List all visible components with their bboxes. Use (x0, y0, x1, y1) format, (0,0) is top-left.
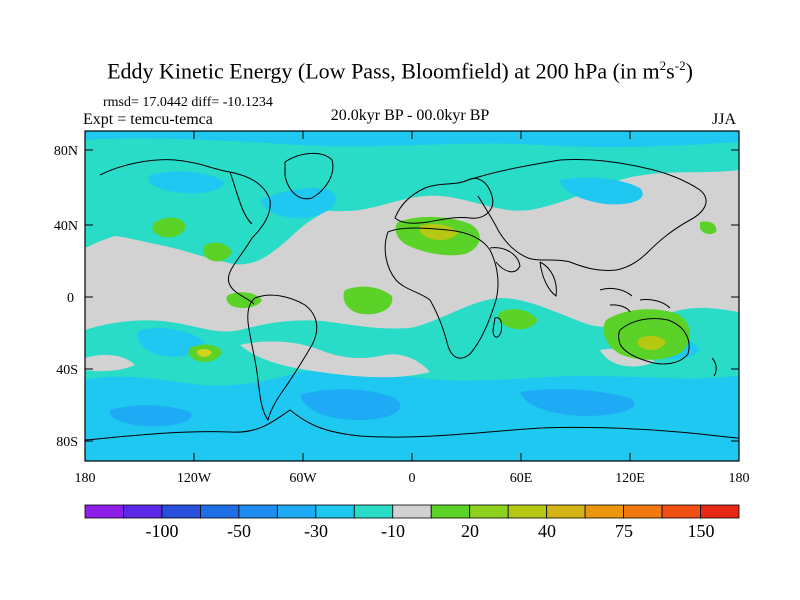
colorbar-cell (700, 504, 740, 519)
colorbar-cell (161, 504, 201, 519)
colorbar-label: 40 (538, 521, 556, 541)
colorbar-label: -10 (381, 521, 405, 541)
colorbar-cell (661, 504, 701, 519)
colorbar-cell (392, 504, 432, 519)
lon-label: 0 (409, 471, 416, 486)
period-label: 20.0kyr BP - 00.0kyr BP (330, 107, 490, 124)
colorbar-label: 75 (615, 521, 633, 541)
map-title: Eddy Kinetic Energy (Low Pass, Bloomfiel… (107, 58, 693, 84)
lon-label: 60W (289, 471, 317, 486)
lat-label: 0 (67, 291, 74, 306)
colorbar-cell (430, 504, 471, 519)
colorbar-cell (623, 504, 663, 519)
lat-label: 80S (56, 435, 78, 450)
colorbar-cell (507, 504, 548, 519)
colorbar-cell (546, 504, 586, 519)
colorbar-cell (200, 504, 240, 519)
colorbar-cell (584, 504, 624, 519)
colorbar-cell (353, 504, 394, 519)
experiment-label: Expt = temcu-temca (83, 111, 213, 128)
lon-label: 120E (615, 471, 645, 486)
colorbar (84, 504, 740, 519)
colorbar-cell (276, 504, 317, 519)
lon-label: 60E (510, 471, 533, 486)
lat-label: 80N (54, 144, 78, 159)
coastlines (85, 153, 739, 441)
colorbar-label: -30 (304, 521, 328, 541)
stats-text: rmsd= 17.0442 diff= -10.1234 (103, 95, 273, 110)
season-label: JJA (712, 111, 737, 128)
colorbar-cell (469, 504, 509, 519)
colorbar-label: 20 (461, 521, 479, 541)
colorbar-label: 150 (688, 521, 715, 541)
anomaly-field (85, 131, 739, 461)
lon-label: 180 (729, 471, 750, 486)
colorbar-cell (123, 504, 163, 519)
lon-label: 120W (177, 471, 212, 486)
colorbar-cell (238, 504, 278, 519)
colorbar-cell (315, 504, 355, 519)
axis-ticks (85, 131, 739, 461)
lon-label: 180 (75, 471, 96, 486)
lat-label: 40N (54, 219, 78, 234)
colorbar-label: -100 (146, 521, 179, 541)
colorbar-label: -50 (227, 521, 251, 541)
lat-label: 40S (56, 363, 78, 378)
colorbar-cell (84, 504, 124, 519)
